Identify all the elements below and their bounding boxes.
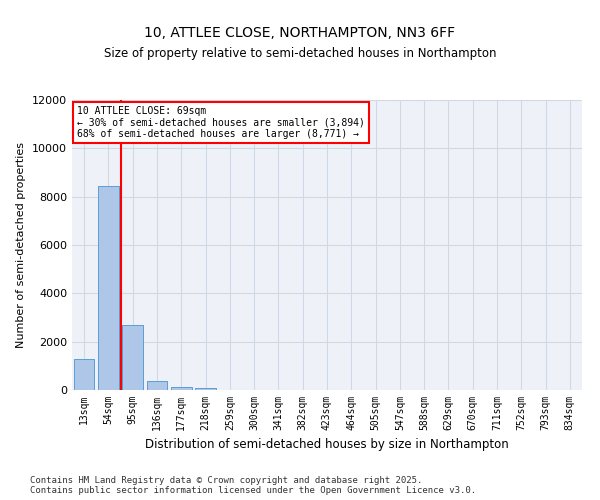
X-axis label: Distribution of semi-detached houses by size in Northampton: Distribution of semi-detached houses by …: [145, 438, 509, 452]
Bar: [195, 388, 216, 390]
Bar: [171, 386, 191, 390]
Bar: [146, 381, 167, 390]
Bar: [122, 325, 143, 390]
Y-axis label: Number of semi-detached properties: Number of semi-detached properties: [16, 142, 26, 348]
Bar: [98, 186, 119, 390]
Text: 10, ATTLEE CLOSE, NORTHAMPTON, NN3 6FF: 10, ATTLEE CLOSE, NORTHAMPTON, NN3 6FF: [145, 26, 455, 40]
Text: 10 ATTLEE CLOSE: 69sqm
← 30% of semi-detached houses are smaller (3,894)
68% of : 10 ATTLEE CLOSE: 69sqm ← 30% of semi-det…: [77, 106, 365, 139]
Text: Size of property relative to semi-detached houses in Northampton: Size of property relative to semi-detach…: [104, 47, 496, 60]
Text: Contains HM Land Registry data © Crown copyright and database right 2025.
Contai: Contains HM Land Registry data © Crown c…: [30, 476, 476, 495]
Bar: [74, 358, 94, 390]
